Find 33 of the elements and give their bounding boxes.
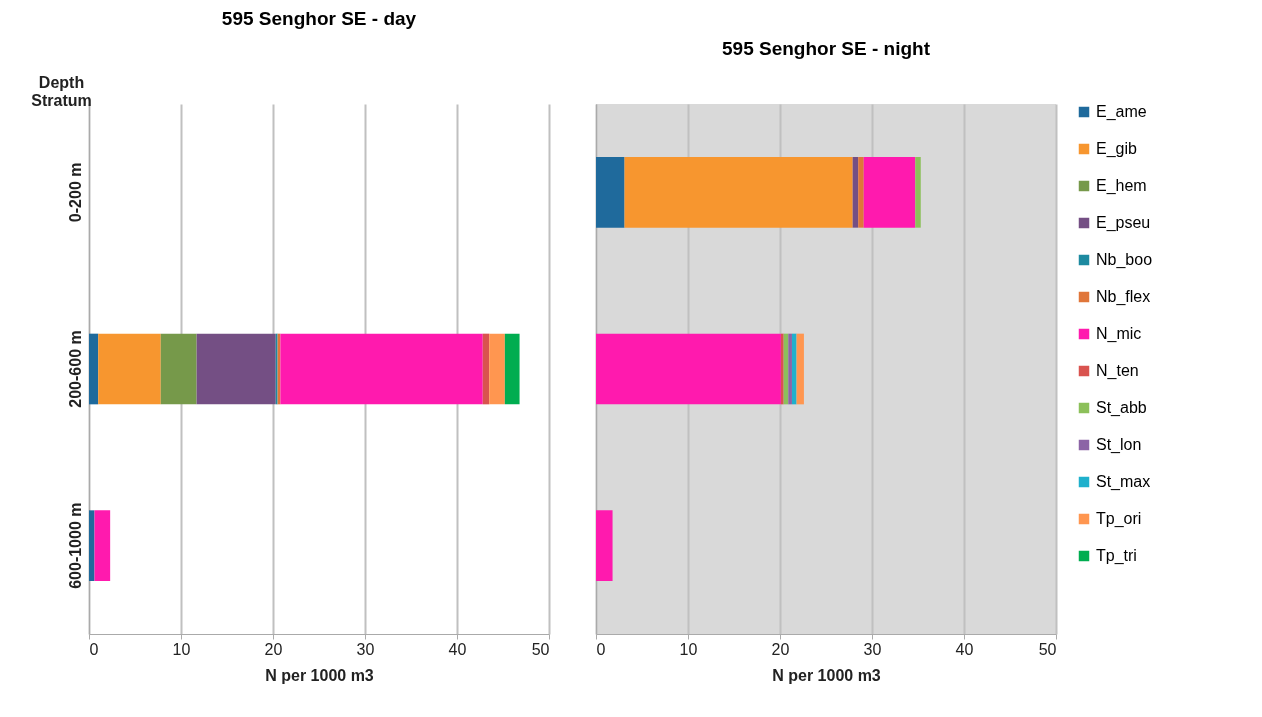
x-tick-label: 10: [679, 640, 698, 658]
legend-label: N_ten: [1096, 362, 1139, 380]
x-tick-label: 30: [863, 640, 882, 658]
x-tick-label: 50: [531, 640, 550, 658]
chart-title: 595 Senghor SE - night: [722, 38, 931, 59]
x-tick-label: 20: [264, 640, 283, 658]
legend-label: E_ame: [1096, 103, 1147, 121]
legend-label: N_mic: [1096, 325, 1142, 343]
legend-label: Nb_flex: [1096, 288, 1151, 306]
legend-label: St_lon: [1096, 436, 1142, 454]
x-tick-label: 0: [89, 640, 99, 658]
y-axis-title: Depth Stratum: [31, 73, 92, 109]
y-tick-label: 0-200 m: [66, 162, 84, 223]
x-tick-label: 10: [172, 640, 191, 658]
x-tick-label: 20: [771, 640, 790, 658]
y-tick-label: 600-1000 m: [66, 502, 84, 589]
x-tick-label: 0: [596, 640, 606, 658]
legend-label: E_pseu: [1096, 214, 1151, 232]
chart-title: 595 Senghor SE - day: [221, 8, 417, 29]
x-tick-label: 30: [356, 640, 375, 658]
legend-label: E_hem: [1096, 177, 1147, 195]
y-tick-label: 200-600 m: [66, 330, 84, 408]
legend-label: Tp_ori: [1096, 510, 1142, 528]
legend-label: Tp_tri: [1096, 547, 1137, 565]
x-tick-label: 40: [955, 640, 974, 658]
legend-label: St_abb: [1096, 399, 1147, 417]
x-axis-title: N per 1000 m3: [772, 666, 881, 684]
legend-label: Nb_boo: [1096, 251, 1153, 269]
x-tick-label: 50: [1038, 640, 1057, 658]
x-tick-label: 40: [448, 640, 467, 658]
legend-label: E_gib: [1096, 140, 1138, 158]
x-axis-title: N per 1000 m3: [265, 666, 374, 684]
legend-label: St_max: [1096, 473, 1151, 491]
